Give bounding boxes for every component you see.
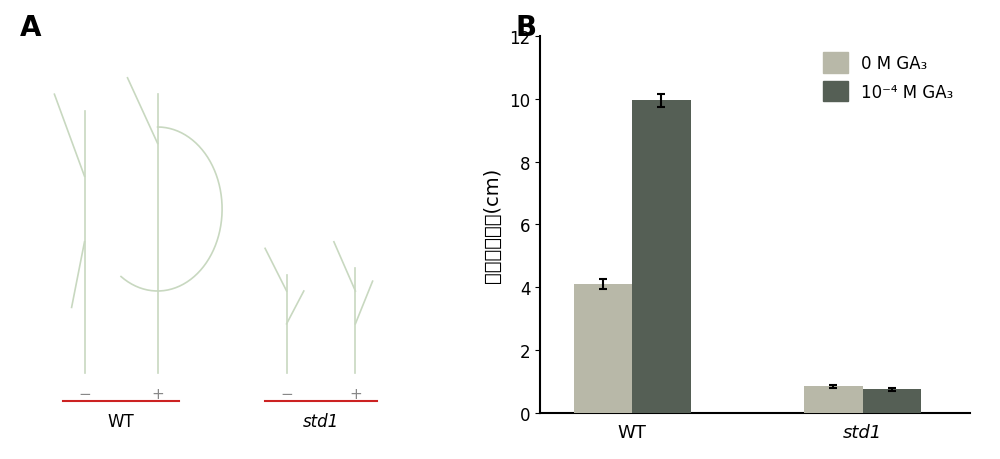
Legend: 0 M GA₃, 10⁻⁴ M GA₃: 0 M GA₃, 10⁻⁴ M GA₃	[814, 45, 962, 111]
Text: +: +	[349, 386, 362, 401]
Bar	[804, 386, 862, 413]
Bar	[862, 390, 921, 413]
Text: −: −	[280, 386, 293, 401]
Bar	[574, 285, 632, 413]
Text: std1: std1	[303, 413, 339, 431]
Text: A: A	[20, 14, 42, 42]
Text: −: −	[78, 386, 91, 401]
Text: B: B	[515, 14, 536, 42]
Text: WT: WT	[108, 413, 134, 431]
Text: +: +	[151, 386, 164, 401]
Bar	[632, 101, 690, 413]
Y-axis label: 第二叶鞘长度(cm): 第二叶鞘长度(cm)	[483, 168, 502, 282]
